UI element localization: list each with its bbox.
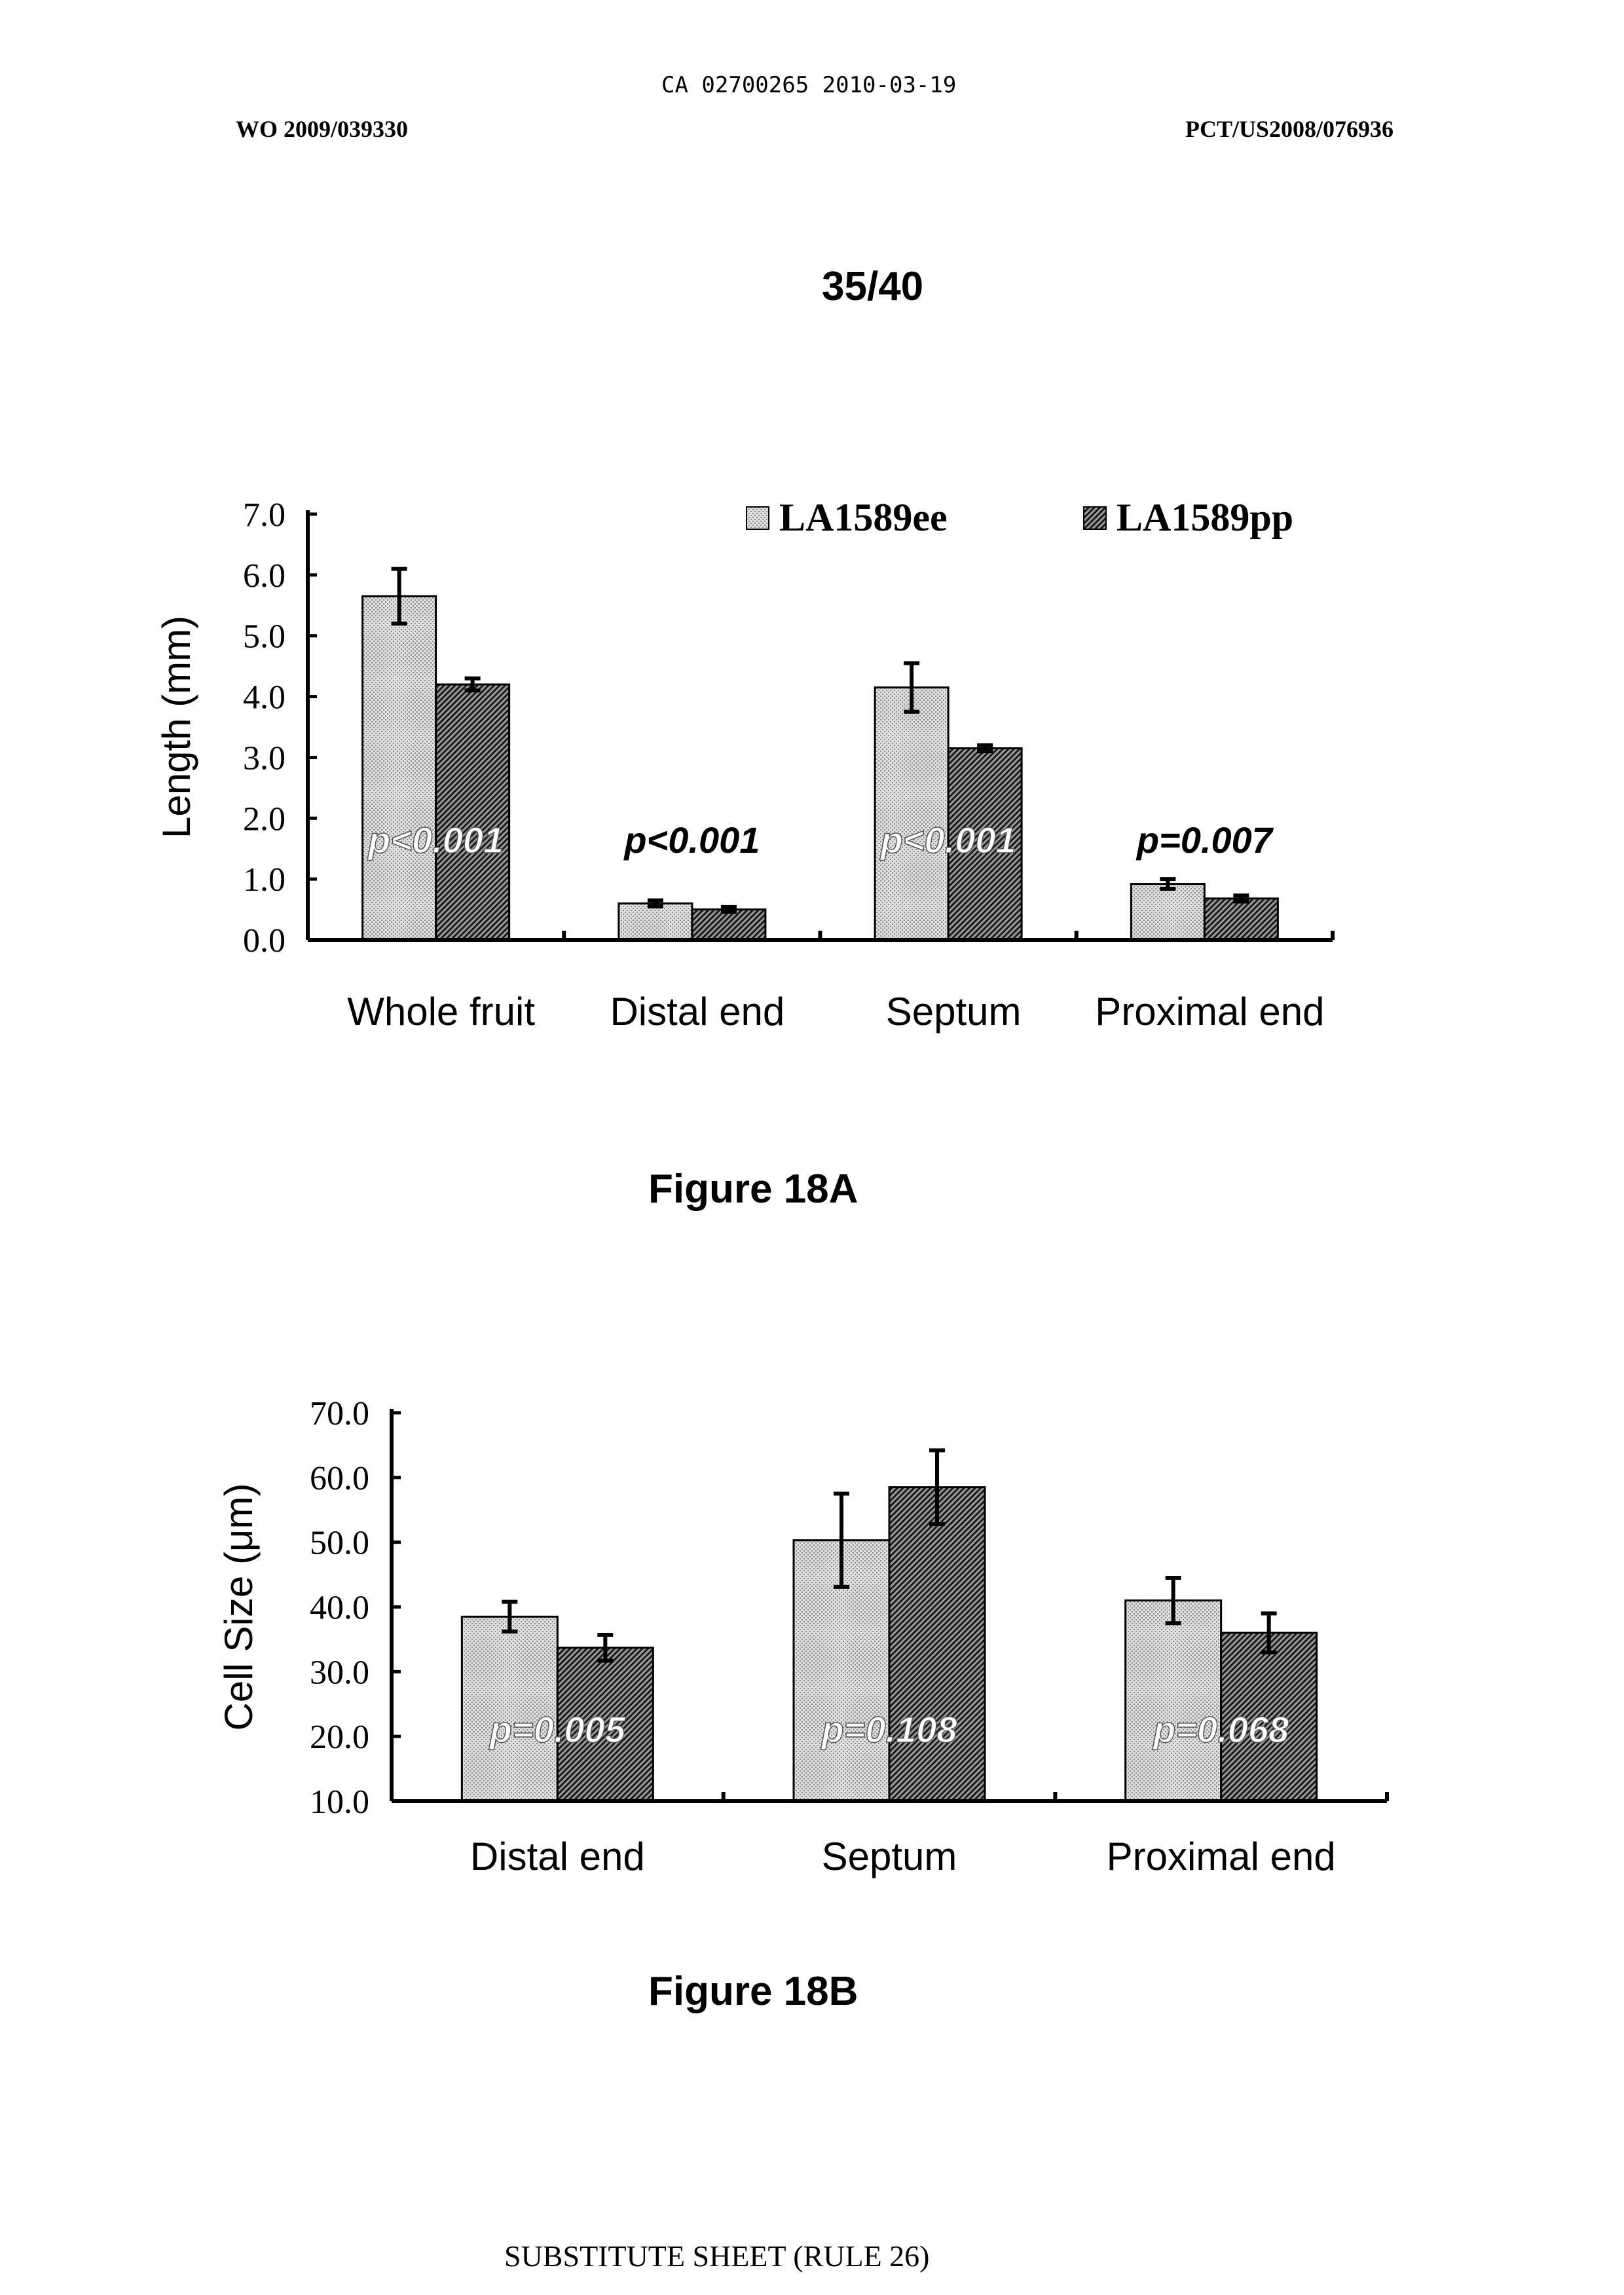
legend-label: LA1589pp [1116, 496, 1293, 539]
x-tick-label: Whole fruit [347, 990, 535, 1034]
y-tick-label: 3.0 [243, 739, 286, 777]
y-tick-label: 70.0 [310, 1395, 369, 1432]
y-tick-label: 40.0 [310, 1590, 369, 1627]
y-tick-label: 60.0 [310, 1460, 369, 1497]
y-tick-label: 50.0 [310, 1525, 369, 1562]
y-tick-label: 7.0 [243, 496, 286, 534]
bar-ee [875, 688, 948, 940]
footer-text: SUBSTITUTE SHEET (RULE 26) [504, 2239, 930, 2273]
x-tick-label: Proximal end [1107, 1835, 1336, 1878]
figure-18b-caption: Figure 18B [648, 1968, 858, 2015]
legend-label: LA1589ee [779, 496, 948, 539]
p-value-label: p=0.007 [1135, 819, 1274, 861]
x-tick-label: Septum [886, 990, 1022, 1034]
legend-swatch [1084, 507, 1106, 529]
p-value-label: p=0.068 [1152, 1709, 1289, 1750]
bar-ee [1131, 884, 1204, 940]
p-value-label: p=0.005 [489, 1709, 626, 1750]
x-tick-label: Proximal end [1095, 990, 1324, 1034]
y-axis-title: Cell Size (μm) [217, 1483, 261, 1731]
x-tick-label: Distal end [470, 1835, 645, 1878]
legend-swatch [747, 507, 769, 529]
y-tick-label: 6.0 [243, 557, 286, 595]
y-tick-label: 0.0 [243, 922, 286, 960]
bar-pp [692, 910, 766, 940]
y-axis-title: Length (mm) [155, 616, 198, 838]
chart-18b: Distal end p=0.005 Septum p=0.108 Proximal e… [217, 1395, 1387, 1878]
bar-ee [1126, 1601, 1221, 1801]
y-tick-label: 5.0 [243, 618, 286, 656]
y-tick-label: 1.0 [243, 861, 286, 899]
y-tick-label: 2.0 [243, 800, 286, 838]
y-tick-label: 10.0 [310, 1783, 369, 1821]
bar-ee [363, 596, 436, 940]
p-value-label: p<0.001 [623, 819, 760, 861]
y-tick-label: 4.0 [243, 679, 286, 717]
p-value-label: p<0.001 [879, 819, 1016, 861]
bar-pp [1204, 899, 1278, 940]
chart-18a: Whole fruit p<0.001 Distal end p<0.001 Septu… [155, 496, 1333, 1034]
p-value-label: p<0.001 [367, 819, 504, 861]
bar-pp [889, 1487, 985, 1801]
y-tick-label: 30.0 [310, 1654, 369, 1691]
p-value-label: p=0.108 [820, 1709, 957, 1750]
x-tick-label: Septum [822, 1835, 957, 1878]
x-tick-label: Distal end [610, 990, 784, 1034]
bar-ee [619, 903, 692, 940]
figure-18a-caption: Figure 18A [648, 1166, 858, 1212]
y-tick-label: 20.0 [310, 1719, 369, 1756]
bar-pp [436, 684, 509, 940]
